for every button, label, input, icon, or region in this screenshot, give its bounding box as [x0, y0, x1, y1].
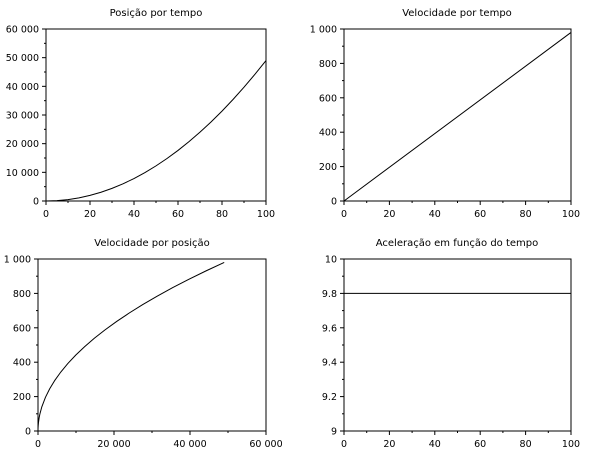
x-tick-label: 80: [520, 209, 532, 220]
y-tick-label: 600: [319, 93, 337, 104]
x-tick-label: 20: [383, 209, 395, 220]
subplot-velocity-vs-time: Velocidade por tempo 0 20 40 60 80 100 0 200 40…: [310, 8, 580, 220]
x-tick-label: 60: [474, 439, 486, 450]
x-axis: 0 20 000 40 000 60 000: [35, 431, 283, 450]
y-axis: 0 200 400 600 800 1 000: [310, 25, 344, 208]
y-tick-label: 0: [331, 197, 337, 208]
y-axis: 0 200 400 600 800 1 000: [4, 255, 38, 438]
series-line: [343, 32, 572, 202]
x-tick-label: 80: [216, 209, 228, 220]
y-tick-label: 9.8: [322, 289, 337, 300]
subplot-velocity-vs-position: Velocidade por posição 0 20 000 40 000 60 0…: [4, 238, 283, 450]
y-tick-label: 30 000: [6, 111, 39, 122]
x-tick-label: 20: [383, 439, 395, 450]
data-series: [45, 60, 267, 202]
x-tick-label: 60: [474, 209, 486, 220]
data-series: [37, 261, 225, 432]
y-tick-label: 9.4: [322, 358, 337, 369]
chart-title: Velocidade por posição: [94, 238, 210, 249]
chart-title: Velocidade por tempo: [402, 8, 512, 19]
y-tick-label: 800: [13, 289, 31, 300]
y-tick-label: 1 000: [4, 255, 31, 266]
y-tick-label: 400: [13, 358, 31, 369]
y-tick-label: 60 000: [6, 25, 39, 36]
x-tick-label: 0: [341, 209, 347, 220]
x-tick-label: 20 000: [97, 439, 130, 450]
subplot-acceleration-vs-time: Aceleração em função do tempo 0 20 40 60 80 1…: [322, 238, 580, 450]
y-tick-label: 400: [319, 128, 337, 139]
x-tick-label: 100: [562, 209, 580, 220]
x-axis: 0 20 40 60 80 100: [341, 201, 580, 220]
y-tick-label: 0: [33, 197, 39, 208]
y-tick-label: 9: [331, 427, 337, 438]
y-tick-label: 10: [325, 255, 337, 266]
y-tick-label: 1 000: [310, 25, 337, 36]
x-tick-label: 0: [341, 439, 347, 450]
subplot-position-vs-time: Posição por tempo 0 20 40 60 80 100 0 10 000 20…: [6, 8, 275, 220]
series-line: [45, 60, 267, 202]
x-tick-label: 60 000: [249, 439, 282, 450]
x-tick-label: 40: [429, 209, 441, 220]
y-tick-label: 200: [13, 392, 31, 403]
y-tick-label: 50 000: [6, 53, 39, 64]
x-tick-label: 40: [128, 209, 140, 220]
x-axis: 0 20 40 60 80 100: [43, 201, 275, 220]
y-tick-label: 800: [319, 59, 337, 70]
x-tick-label: 80: [520, 439, 532, 450]
x-tick-label: 0: [43, 209, 49, 220]
y-tick-label: 0: [25, 427, 31, 438]
y-tick-label: 10 000: [6, 168, 39, 179]
x-tick-label: 20: [84, 209, 96, 220]
y-tick-label: 9.2: [322, 392, 337, 403]
x-tick-label: 40: [429, 439, 441, 450]
series-line: [37, 261, 225, 432]
y-tick-label: 20 000: [6, 139, 39, 150]
y-tick-label: 600: [13, 323, 31, 334]
x-tick-label: 40 000: [173, 439, 206, 450]
x-axis: 0 20 40 60 80 100: [341, 431, 580, 450]
x-tick-label: 0: [35, 439, 41, 450]
x-tick-label: 100: [562, 439, 580, 450]
chart-title: Aceleração em função do tempo: [376, 238, 539, 249]
y-tick-label: 200: [319, 162, 337, 173]
y-axis: 9 9.2 9.4 9.6 9.8 10: [322, 255, 344, 438]
x-tick-label: 60: [172, 209, 184, 220]
y-tick-label: 40 000: [6, 82, 39, 93]
y-tick-label: 9.6: [322, 323, 337, 334]
y-axis: 0 10 000 20 000 30 000 40 000 50 000 60 000: [6, 25, 46, 208]
data-series: [343, 32, 572, 202]
chart-title: Posição por tempo: [110, 8, 203, 19]
x-tick-label: 100: [257, 209, 275, 220]
